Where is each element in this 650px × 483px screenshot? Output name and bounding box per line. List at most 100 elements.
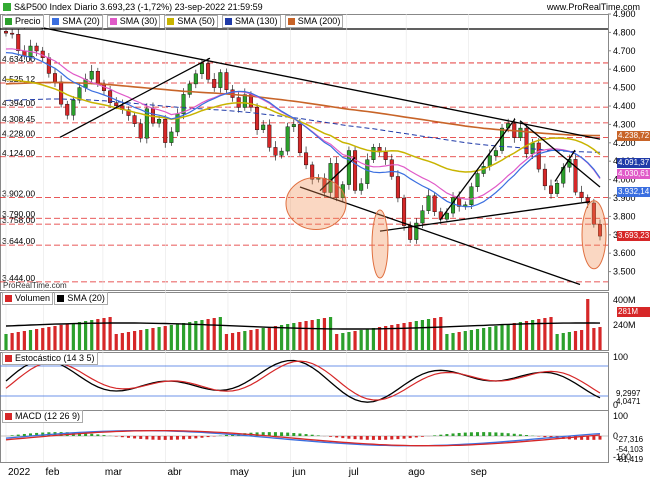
trend-line	[519, 120, 601, 188]
macd-line	[5, 429, 601, 447]
price-legend-item-4[interactable]: SMA (130)	[222, 15, 281, 28]
candle-body	[114, 102, 119, 107]
volume-bar	[371, 328, 376, 350]
candle-body	[518, 127, 523, 138]
macd-histogram-bar	[500, 432, 504, 436]
chart-icon	[3, 3, 11, 11]
volume-tick-label: 240M	[613, 320, 636, 330]
price-legend-item-0[interactable]: Precio	[2, 15, 44, 28]
volume-bar	[194, 321, 198, 350]
price-legend-item-1[interactable]: SMA (20)	[49, 15, 103, 28]
candle-body	[371, 147, 376, 160]
candle-body	[291, 124, 296, 127]
candle-body	[77, 87, 82, 101]
macd-histogram-bar	[414, 436, 418, 438]
macd-histogram-bar	[396, 436, 400, 440]
trend-line	[319, 157, 356, 192]
legend-swatch-icon	[167, 18, 175, 25]
candle-body	[579, 191, 584, 199]
candle-body	[475, 173, 480, 187]
stoch-tick-label: 0	[613, 400, 618, 410]
volume-bar	[47, 327, 51, 350]
volume-bar	[328, 317, 333, 350]
trend-line	[59, 57, 211, 138]
macd-histogram-bar	[378, 436, 382, 440]
candle-body	[89, 71, 94, 80]
price-badge: 4.030,61	[617, 168, 650, 179]
macd-legend-item-0[interactable]: MACD (12 26 9)	[2, 410, 84, 423]
candle-body	[34, 45, 39, 52]
macd-histogram-bar	[506, 433, 510, 436]
candle-body	[187, 83, 192, 95]
price-legend-item-2[interactable]: SMA (30)	[106, 15, 161, 28]
volume-bar	[359, 330, 363, 350]
macd-histogram-bar	[267, 432, 271, 436]
candle-body	[555, 183, 560, 194]
x-tick-label: ago	[408, 467, 425, 478]
candle-body	[267, 124, 272, 148]
candle-body	[199, 63, 204, 74]
candle-body	[163, 119, 168, 143]
macd-histogram-bar	[145, 436, 149, 440]
macd-histogram-bar	[561, 436, 565, 439]
volume-bar	[524, 321, 529, 350]
volume-bar	[71, 323, 75, 350]
level-label: 3.902,00	[2, 189, 35, 199]
macd-histogram-bar	[476, 432, 480, 436]
y-tick-label: 4.300	[613, 119, 636, 129]
volume-bar	[132, 331, 137, 350]
y-tick-label: 3.600	[613, 248, 636, 258]
volume-bar	[512, 323, 516, 350]
legend-label: SMA (20)	[67, 293, 105, 303]
macd-histogram-bar	[188, 436, 192, 439]
stoch-badge: 4,0471	[616, 397, 641, 406]
macd-histogram-bar	[488, 432, 492, 436]
price-legend-item-5[interactable]: SMA (200)	[284, 15, 344, 28]
price-legend-item-3[interactable]: SMA (50)	[164, 15, 218, 28]
macd-histogram-bar	[549, 436, 553, 438]
macd-histogram-bar	[41, 432, 45, 436]
macd-tick-label: 100	[613, 411, 628, 421]
volume-legend-item-1[interactable]: SMA (20)	[54, 292, 108, 305]
volume-bar	[500, 325, 504, 350]
macd-histogram-bar	[439, 434, 443, 436]
macd-histogram-bar	[286, 432, 290, 436]
macd-histogram-bar	[420, 436, 424, 437]
volume-bar	[65, 324, 69, 350]
macd-histogram-bar	[273, 432, 277, 436]
sma130-line	[5, 98, 600, 153]
stoch-legend-item-0[interactable]: Estocástico (14 3 5)	[2, 352, 98, 365]
macd-histogram-bar	[194, 436, 198, 439]
volume-bar	[28, 330, 33, 350]
macd-histogram-bar	[298, 433, 302, 436]
volume-bar	[59, 325, 63, 350]
macd-histogram-bar	[341, 436, 345, 439]
volume-bar	[200, 320, 204, 350]
macd-histogram-bar	[445, 434, 449, 436]
volume-bar	[212, 318, 216, 350]
legend-swatch-icon	[109, 18, 117, 25]
candle-body	[316, 177, 321, 180]
candle-body	[242, 94, 247, 108]
macd-histogram-bar	[157, 436, 161, 440]
candle-body	[383, 151, 388, 160]
candle-body	[52, 73, 57, 82]
volume-bar	[108, 317, 112, 350]
volume-legend-item-0[interactable]: Volumen	[2, 292, 54, 305]
volume-bar	[292, 323, 296, 350]
candle-body	[218, 72, 223, 88]
volume-bar	[573, 331, 578, 350]
candle-body	[359, 183, 364, 191]
candle-body	[10, 32, 15, 35]
macd-histogram-bar	[175, 436, 179, 440]
volume-badge: 281M	[617, 307, 650, 317]
volume-bar	[396, 324, 400, 350]
macd-histogram-bar	[10, 435, 14, 436]
macd-histogram-bar	[525, 435, 529, 436]
site-url[interactable]: www.ProRealTime.com	[546, 2, 640, 12]
volume-bar	[120, 333, 124, 350]
macd-histogram-bar	[543, 436, 547, 438]
level-label: 4.394,00	[2, 98, 35, 108]
legend-swatch-icon	[225, 18, 232, 25]
